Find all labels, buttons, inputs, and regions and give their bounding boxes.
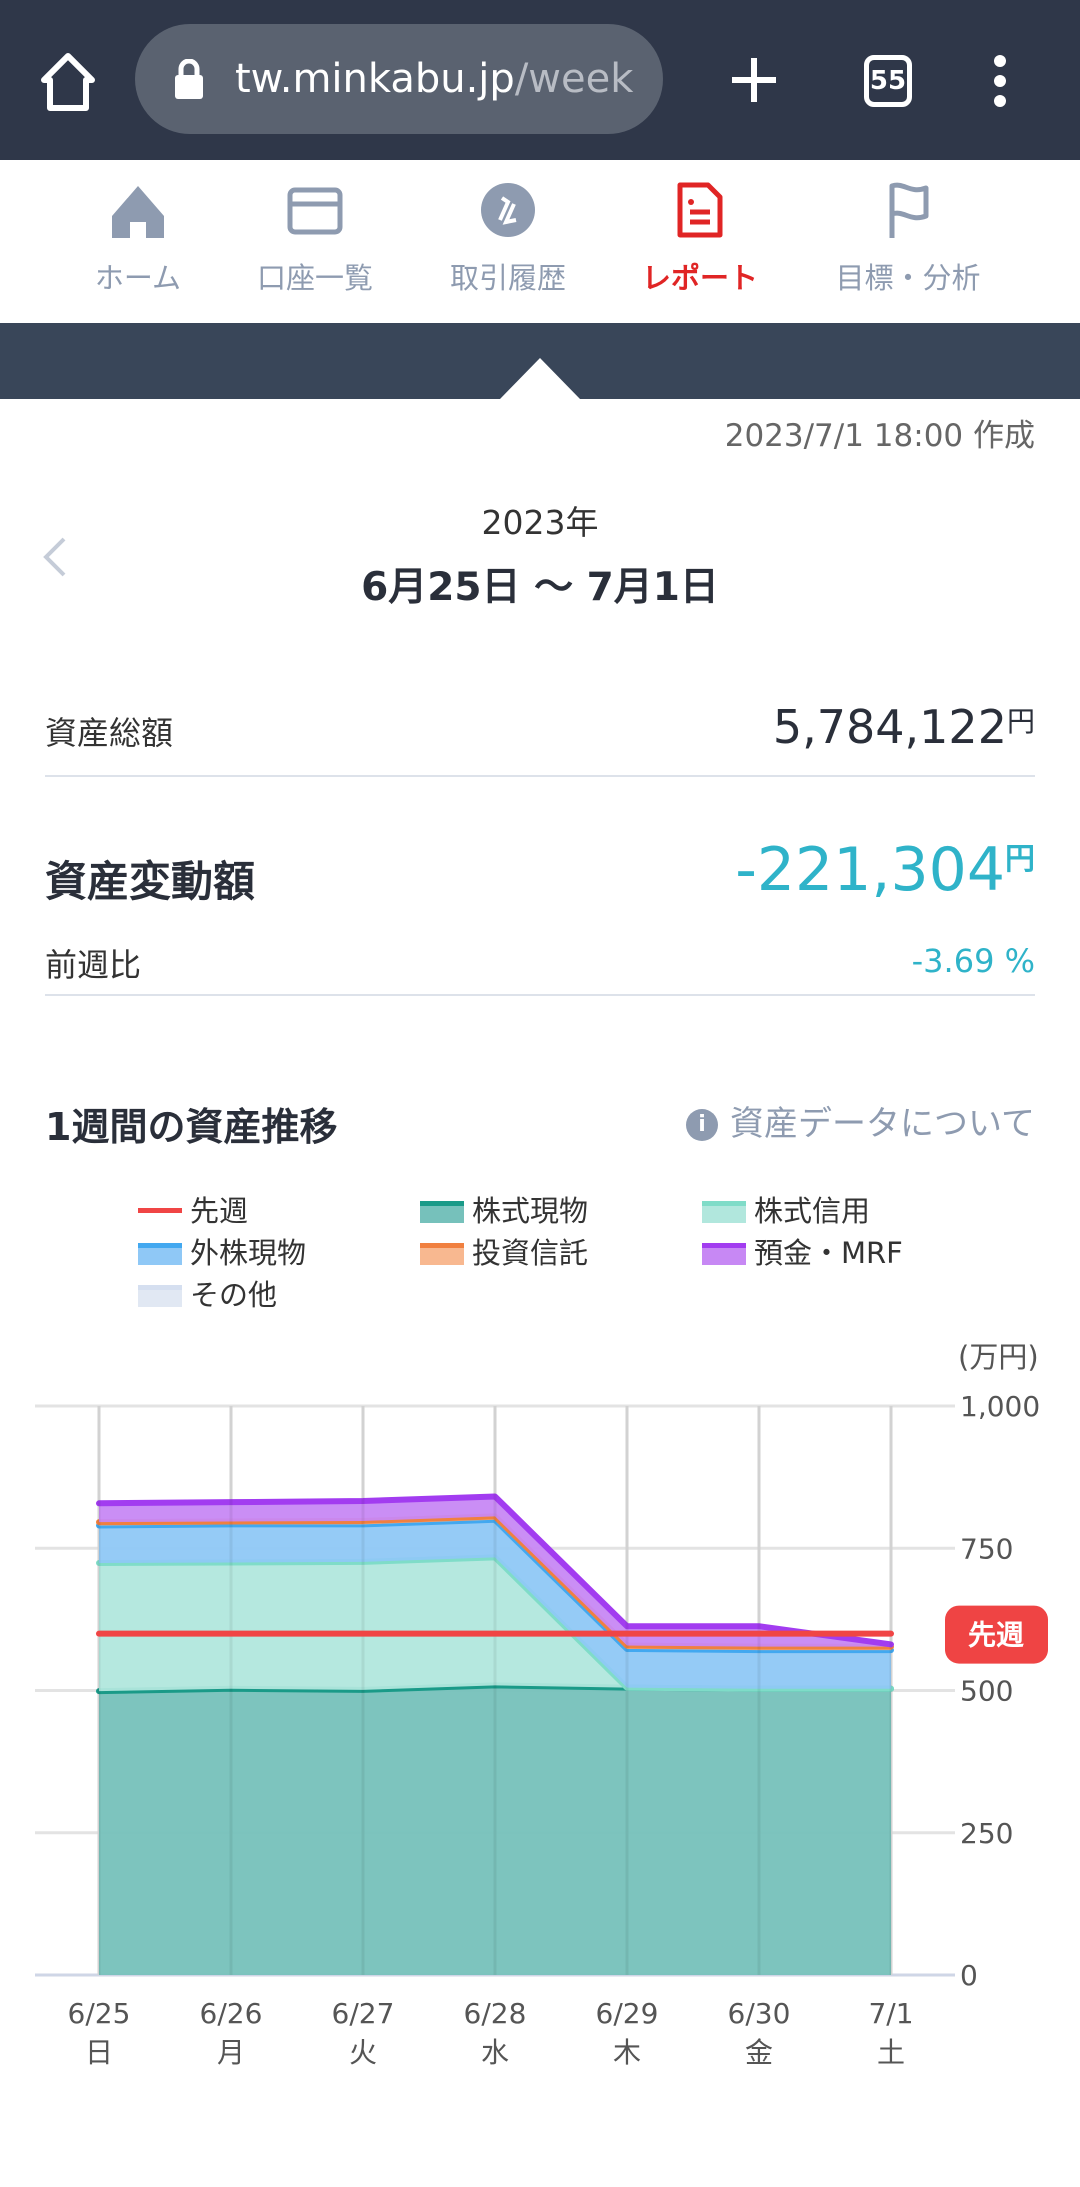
report-year: 2023年 xyxy=(481,503,599,542)
tab-count: 55 xyxy=(869,66,907,96)
url-host: tw.minkabu.jp xyxy=(235,56,515,102)
report-icon xyxy=(677,182,723,238)
selected-indicator xyxy=(500,358,580,399)
yen-unit: 円 xyxy=(1006,705,1035,738)
nav-label: ホーム xyxy=(94,261,182,295)
x-tick-label: 7/1 xyxy=(868,1997,913,2030)
total-assets-label: 資産総額 xyxy=(45,714,174,752)
url-bar[interactable]: tw.minkabu.jp/week xyxy=(135,24,663,134)
y-tick-label: 0 xyxy=(960,1959,978,1992)
y-tick-label: 250 xyxy=(960,1817,1013,1850)
x-tick-label: 6/27 xyxy=(332,1997,395,2030)
legend-item: 先週 xyxy=(138,1188,248,1230)
prev-week-chevron-icon[interactable] xyxy=(42,535,68,579)
x-tick-label: 6/26 xyxy=(200,1997,263,2030)
info-link-text: 資産データについて xyxy=(730,1104,1035,1144)
browser-toolbar: tw.minkabu.jp/week 55 xyxy=(0,0,1080,160)
nav-report[interactable]: レポート xyxy=(600,160,800,323)
legend-swatch xyxy=(138,1208,182,1213)
legend-swatch xyxy=(702,1201,746,1223)
menu-icon[interactable] xyxy=(990,55,1010,107)
nav-goals[interactable]: 目標・分析 xyxy=(808,160,1008,323)
x-tick-label: 6/30 xyxy=(728,1997,791,2030)
legend-item: 外株現物 xyxy=(138,1230,306,1272)
legend-swatch xyxy=(702,1243,746,1265)
chart-title: 1週間の資産推移 xyxy=(45,1105,338,1149)
history-icon xyxy=(481,183,535,237)
legend-label: 株式信用 xyxy=(754,1194,871,1228)
y-tick-label: 750 xyxy=(960,1532,1013,1565)
url-path: /week xyxy=(514,56,634,102)
x-tick-weekday: 金 xyxy=(745,2036,773,2069)
legend-item: その他 xyxy=(138,1272,277,1314)
legend-label: 外株現物 xyxy=(190,1236,307,1270)
x-tick-weekday: 水 xyxy=(481,2036,509,2069)
last-week-badge-label: 先週 xyxy=(968,1619,1024,1652)
app-nav: ホーム 口座一覧 取引履歴 レポート 目標・分析 xyxy=(0,160,1080,323)
x-tick-weekday: 月 xyxy=(217,2036,245,2069)
nav-label: 取引履歴 xyxy=(449,261,566,295)
legend-label: 預金・MRF xyxy=(754,1236,903,1270)
nav-label: 口座一覧 xyxy=(256,261,373,295)
legend-item: 株式信用 xyxy=(702,1188,870,1230)
divider xyxy=(45,994,1035,996)
info-icon: i xyxy=(686,1109,719,1141)
legend-item: 預金・MRF xyxy=(702,1230,903,1272)
y-tick-label: 1,000 xyxy=(960,1390,1040,1423)
home-icon[interactable] xyxy=(40,52,96,112)
report-range: 6月25日 〜 7月1日 xyxy=(361,565,719,610)
asset-trend-chart: 1,000 750 500 250 0 6/25 日 6/26 月 6/27 火 6/28 水 6/29 木… xyxy=(35,1390,1048,2069)
legend-swatch xyxy=(138,1285,182,1307)
asset-data-info-link[interactable]: i 資産データについて xyxy=(686,1096,1035,1145)
nav-label: 目標・分析 xyxy=(835,261,981,295)
legend-label: その他 xyxy=(190,1278,278,1312)
ratio-value: -3.69 % xyxy=(912,942,1035,980)
legend-swatch xyxy=(420,1243,464,1265)
created-timestamp: 2023/7/1 18:00 作成 xyxy=(724,418,1035,454)
x-tick-label: 6/25 xyxy=(68,1997,131,2030)
change-label: 資産変動額 xyxy=(45,857,256,906)
nav-home[interactable]: ホーム xyxy=(38,160,238,323)
change-value: -221,304円 xyxy=(735,835,1035,905)
x-tick-weekday: 土 xyxy=(877,2036,905,2069)
lock-icon xyxy=(175,59,203,99)
x-tick-label: 6/29 xyxy=(596,1997,659,2030)
x-tick-weekday: 火 xyxy=(349,2036,377,2069)
pct-unit: % xyxy=(1004,942,1035,980)
new-tab-icon[interactable] xyxy=(730,56,778,104)
legend-item: 株式現物 xyxy=(420,1188,588,1230)
x-tick-label: 6/28 xyxy=(464,1997,527,2030)
tab-count-button[interactable]: 55 xyxy=(864,55,912,107)
card-icon xyxy=(287,187,343,235)
area-株式現物 xyxy=(99,1685,891,1975)
nav-label: レポート xyxy=(641,261,758,295)
y-axis-unit: (万円) xyxy=(958,1340,1039,1374)
divider xyxy=(45,775,1035,777)
ratio-number: -3.69 xyxy=(911,942,995,980)
x-tick-weekday: 日 xyxy=(85,2036,113,2069)
line-預金・MRF xyxy=(96,1493,894,1648)
total-value: 5,784,122 xyxy=(772,700,1007,754)
legend-item: 投資信託 xyxy=(420,1230,588,1272)
ratio-label: 前週比 xyxy=(45,946,142,984)
legend-swatch xyxy=(138,1243,182,1265)
last-week-badge xyxy=(945,1605,1048,1664)
legend-label: 投資信託 xyxy=(472,1236,589,1270)
nav-accounts[interactable]: 口座一覧 xyxy=(215,160,415,323)
legend-label: 先週 xyxy=(190,1194,249,1228)
area-外株現物 xyxy=(99,1519,891,1689)
area-株式信用 xyxy=(99,1557,891,1692)
flag-icon xyxy=(889,182,929,238)
y-tick-label: 500 xyxy=(960,1675,1013,1708)
yen-unit: 円 xyxy=(1005,842,1035,877)
change-amount: -221,304 xyxy=(735,835,1005,905)
legend-label: 株式現物 xyxy=(472,1194,589,1228)
home-icon xyxy=(112,186,164,238)
area-預金・MRF xyxy=(99,1496,891,1647)
x-tick-weekday: 木 xyxy=(613,2036,641,2069)
total-assets-value: 5,784,122円 xyxy=(773,700,1035,754)
legend-swatch xyxy=(420,1201,464,1223)
nav-history[interactable]: 取引履歴 xyxy=(408,160,608,323)
